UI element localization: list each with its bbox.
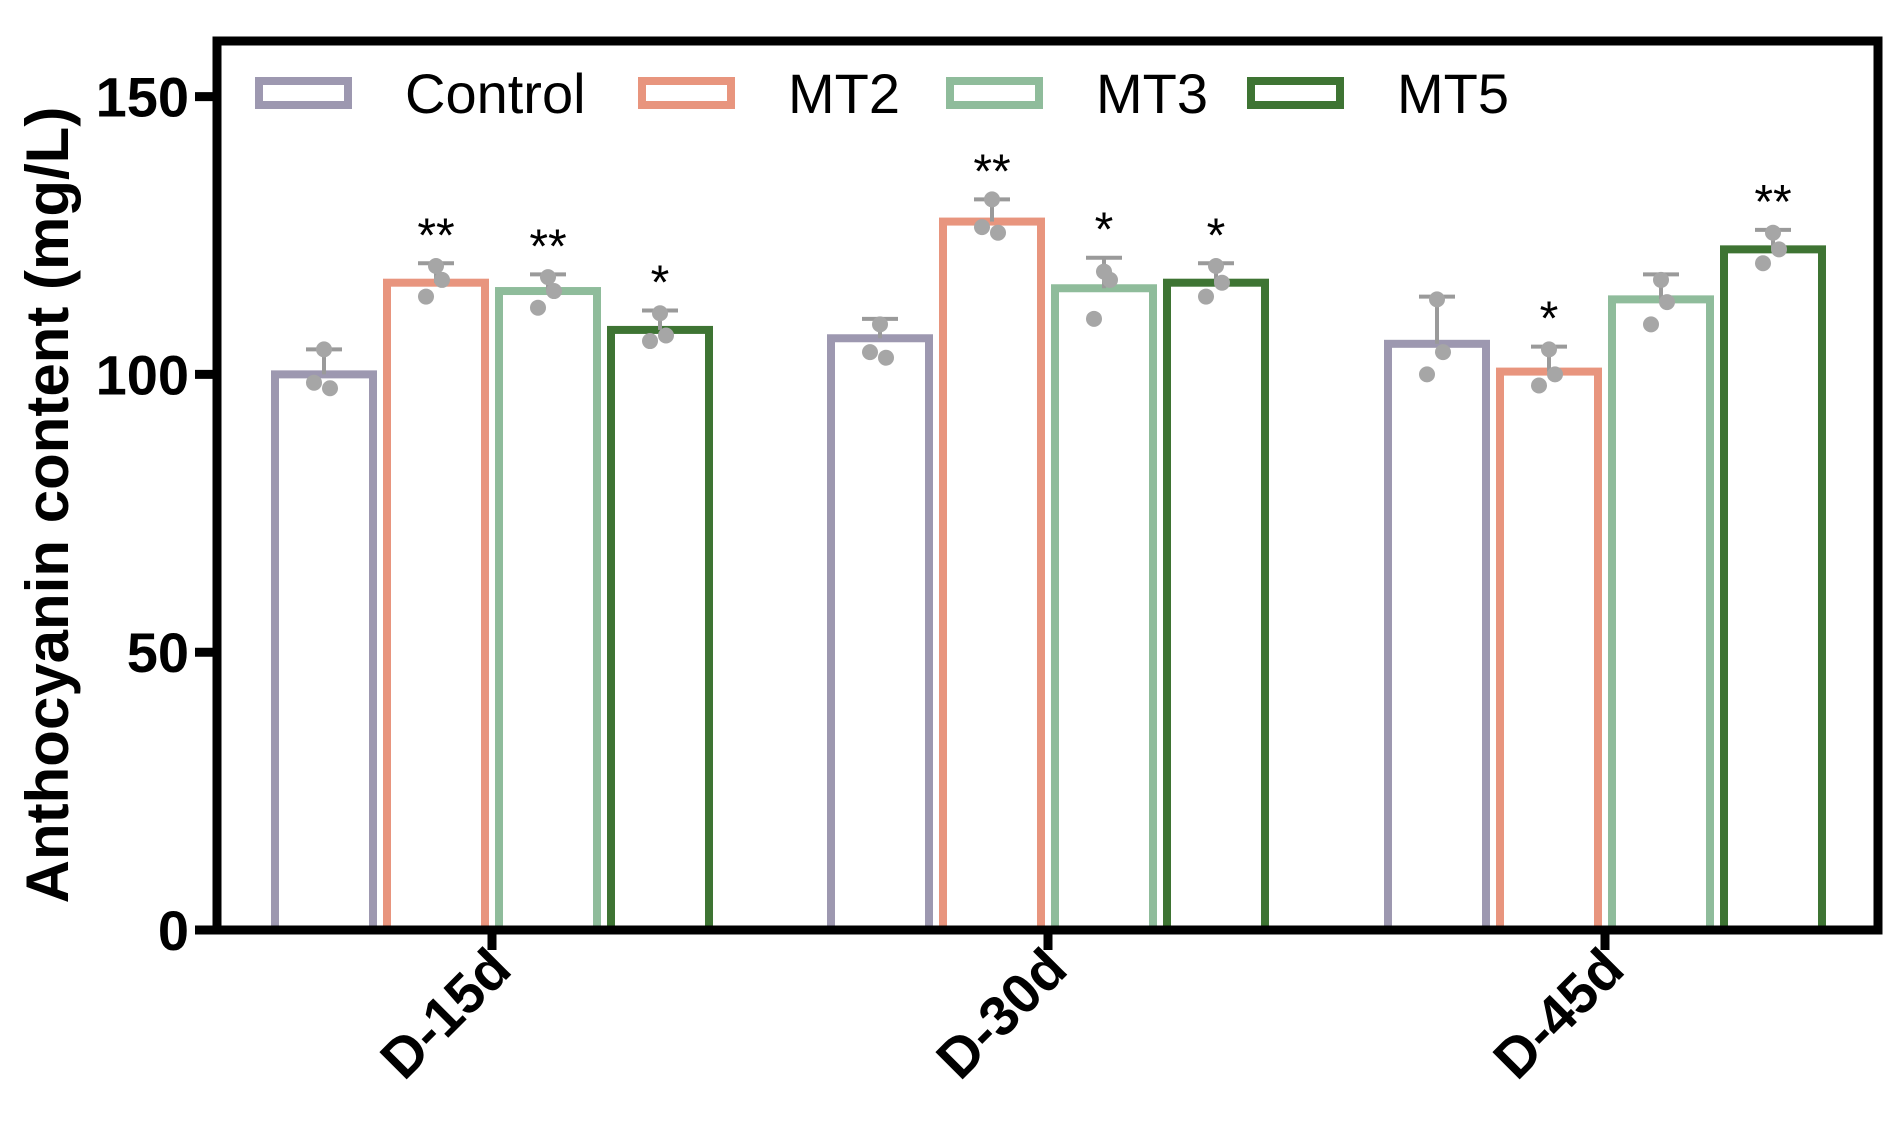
data-point: [872, 316, 888, 333]
data-point: [546, 283, 562, 300]
x-category-label-d-45d: D-45d: [1481, 936, 1636, 1091]
bar-mt2-d-45d: [1496, 367, 1602, 934]
bar-control-d-15d: [271, 370, 377, 934]
legend-label-mt2: MT2: [788, 62, 900, 125]
y-tick-label: 50: [127, 621, 189, 684]
data-point: [658, 327, 674, 344]
data-point: [984, 191, 1000, 208]
data-point: [1198, 288, 1214, 305]
bar-mt2-d-30d: [939, 217, 1045, 934]
legend-label-mt3: MT3: [1096, 62, 1208, 125]
data-point: [540, 269, 556, 286]
bar-mt5-d-15d: [607, 325, 713, 934]
legend-label-control: Control: [405, 62, 586, 125]
bar-mt3-d-15d: [495, 287, 601, 934]
significance-label: **: [529, 220, 566, 273]
y-tick-label: 150: [96, 66, 189, 129]
data-point: [878, 349, 894, 366]
bar-control-d-30d: [827, 334, 933, 934]
data-point: [1765, 224, 1781, 241]
significance-label: *: [1095, 204, 1114, 257]
data-point: [990, 224, 1006, 241]
legend-swatch-mt2: [638, 77, 735, 109]
significance-label: **: [1754, 176, 1791, 229]
data-point: [1755, 255, 1771, 272]
legend-swatch-control: [255, 77, 352, 109]
data-point: [1653, 271, 1669, 288]
significance-label: *: [651, 256, 670, 309]
significance-label: **: [973, 145, 1010, 198]
data-point: [1547, 366, 1563, 383]
data-point: [1435, 344, 1451, 361]
data-point: [642, 333, 658, 350]
data-point: [434, 271, 450, 288]
y-axis-title: Anthocyanin content (mg/L): [14, 107, 81, 904]
data-point: [1531, 377, 1547, 394]
data-point: [1208, 258, 1224, 275]
legend-label-mt5: MT5: [1397, 62, 1509, 125]
x-category-label-d-15d: D-15d: [368, 936, 523, 1091]
data-point: [1102, 271, 1118, 288]
data-point: [652, 305, 668, 322]
data-point: [1643, 316, 1659, 333]
bar-mt5-d-30d: [1163, 278, 1269, 934]
legend: Control MT2 MT3 MT5: [255, 62, 1509, 125]
bar-mt3-d-45d: [1608, 295, 1714, 935]
data-point: [316, 341, 332, 358]
legend-swatch-mt3: [946, 77, 1043, 109]
y-tick-label: 0: [158, 899, 189, 962]
data-point: [1429, 291, 1445, 308]
data-point: [322, 380, 338, 397]
data-point: [1771, 241, 1787, 258]
y-tick-label: 100: [96, 343, 189, 406]
data-point: [418, 288, 434, 305]
data-point: [862, 344, 878, 361]
bar-mt5-d-45d: [1720, 245, 1826, 934]
bar-mt2-d-15d: [383, 278, 489, 934]
data-point: [530, 299, 546, 316]
data-point: [1214, 274, 1230, 291]
data-point: [306, 374, 322, 391]
data-point: [1659, 294, 1675, 311]
significance-label: **: [417, 209, 454, 262]
bar-mt3-d-30d: [1051, 284, 1157, 934]
data-point: [428, 258, 444, 275]
plot-layer: ******* *****: [271, 145, 1826, 935]
x-category-label-d-30d: D-30d: [924, 936, 1079, 1091]
data-point: [1541, 341, 1557, 358]
significance-label: *: [1207, 209, 1226, 262]
significance-label: *: [1540, 293, 1559, 346]
data-point: [1419, 366, 1435, 383]
data-point: [1086, 310, 1102, 327]
bar-control-d-45d: [1384, 339, 1490, 934]
legend-swatch-mt5: [1247, 77, 1344, 109]
data-point: [974, 219, 990, 236]
